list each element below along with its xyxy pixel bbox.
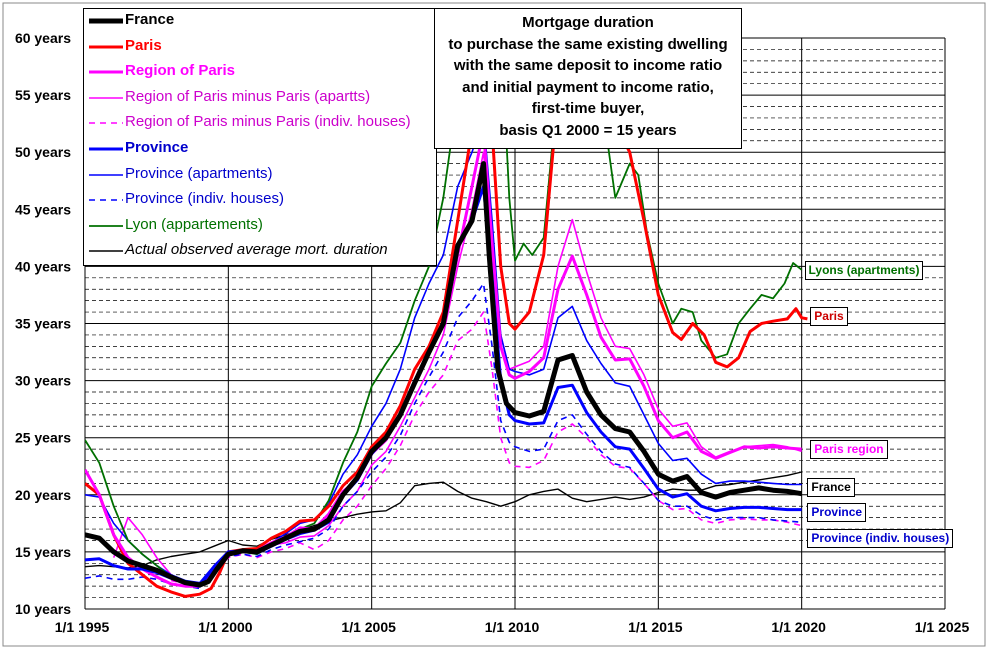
legend-item: France <box>84 9 438 33</box>
series-end-label: Province <box>807 502 867 522</box>
x-tick-label: 1/1 2010 <box>485 619 540 635</box>
x-tick-label: 1/1 2005 <box>341 619 396 635</box>
series-end-label: Paris region <box>810 440 888 460</box>
series-end-label: Paris <box>810 306 848 326</box>
y-tick-label: 60 years <box>15 30 71 46</box>
y-tick-label: 25 years <box>15 430 71 446</box>
y-tick-label: 55 years <box>15 87 71 103</box>
x-tick-label: 1/1 2025 <box>915 619 970 635</box>
title-line: Mortgage duration <box>522 14 654 31</box>
legend-swatch <box>89 199 123 201</box>
legend-swatch <box>89 18 123 24</box>
legend-label: Province <box>125 139 189 156</box>
series-line-0 <box>85 161 803 588</box>
y-tick-label: 20 years <box>15 487 71 503</box>
title-line: first-time buyer, <box>531 100 645 117</box>
y-tick-label: 10 years <box>15 601 71 617</box>
series-line-1 <box>85 38 808 598</box>
x-tick-label: 1/1 2000 <box>198 619 253 635</box>
series-line-7 <box>85 282 802 590</box>
legend-label: Region of Paris minus Paris (apartts) <box>125 87 371 105</box>
y-tick-label: 15 years <box>15 544 71 560</box>
legend-swatch <box>89 250 123 253</box>
series-line-9 <box>85 471 802 569</box>
y-tick-label: 50 years <box>15 144 71 160</box>
legend-label: Lyon (appartements) <box>125 215 263 233</box>
legend-item: Lyon (appartements) <box>84 214 438 238</box>
legend-item: Province (indiv. houses) <box>84 188 438 212</box>
x-tick-label: 1/1 1995 <box>55 619 110 635</box>
legend-item: Region of Paris <box>84 60 438 84</box>
legend-label: Paris <box>125 36 162 54</box>
y-tick-label: 30 years <box>15 373 71 389</box>
legend-swatch <box>89 224 123 227</box>
legend-swatch <box>89 147 123 151</box>
legend-item: Province <box>84 137 438 161</box>
y-tick-label: 40 years <box>15 258 71 274</box>
series-line-4 <box>170 311 802 587</box>
legend-label: Region of Paris <box>125 62 236 80</box>
legend: France Paris Region of Paris Region of Pari… <box>83 8 437 266</box>
chart-title: Mortgage duration to purchase the same ex… <box>434 8 742 149</box>
series-end-label: Lyons (apartments) <box>804 260 924 280</box>
title-line: and initial payment to income ratio, <box>462 78 714 96</box>
legend-label: Actual observed average mort. duration <box>125 241 388 259</box>
legend-item: Region of Paris minus Paris (indiv. hous… <box>84 111 438 135</box>
series-end-label: France <box>807 477 855 497</box>
legend-swatch <box>89 70 123 74</box>
legend-item: Province (apartments) <box>84 163 438 187</box>
x-tick-label: 1/1 2015 <box>628 619 683 635</box>
title-line: with the same deposit to income ratio <box>453 57 723 74</box>
legend-swatch <box>89 96 123 99</box>
legend-item: Paris <box>84 35 438 59</box>
legend-label: Region of Paris minus Paris (indiv. hous… <box>125 113 411 131</box>
legend-swatch <box>89 173 123 176</box>
legend-item: Region of Paris minus Paris (apartts) <box>84 86 438 110</box>
title-line: to purchase the same existing dwelling <box>448 35 728 53</box>
x-tick-label: 1/1 2020 <box>771 619 826 635</box>
legend-swatch <box>89 122 123 125</box>
legend-label: Province (indiv. houses) <box>125 190 284 208</box>
legend-label: France <box>125 11 175 28</box>
legend-label: Province (apartments) <box>125 164 273 182</box>
y-tick-label: 35 years <box>15 316 71 332</box>
legend-item: Actual observed average mort. duration <box>84 239 438 263</box>
y-tick-label: 45 years <box>15 201 71 217</box>
title-line: basis Q1 2000 = 15 years <box>499 121 677 139</box>
legend-swatch <box>89 45 123 49</box>
series-end-label: Province (indiv. houses) <box>807 529 954 549</box>
